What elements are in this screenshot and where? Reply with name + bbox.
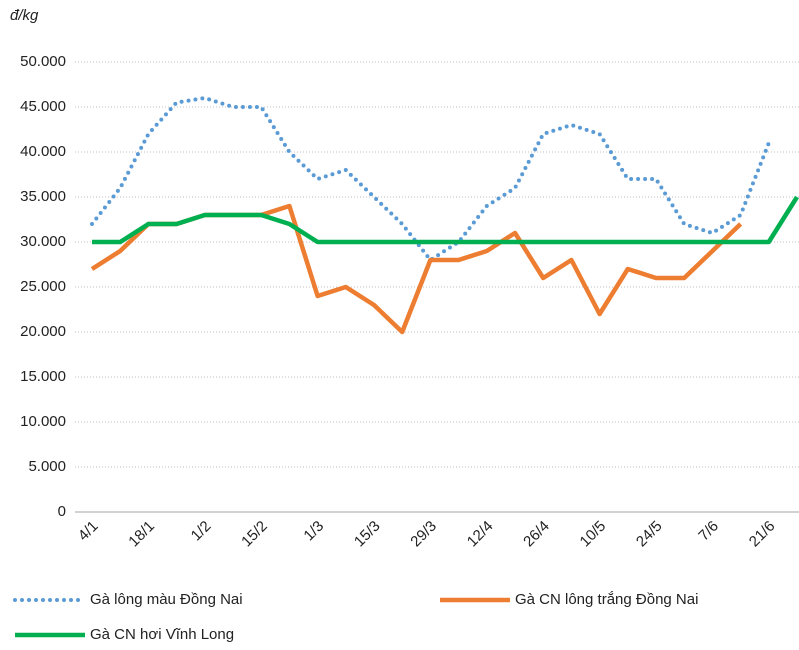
y-tick-label: 10.000 bbox=[20, 413, 66, 430]
x-tick-label: 29/3 bbox=[407, 518, 440, 551]
x-tick-label: 15/3 bbox=[351, 518, 384, 551]
y-tick-label: 25.000 bbox=[20, 278, 66, 295]
series-line bbox=[90, 96, 771, 262]
x-tick-label: 26/4 bbox=[520, 518, 553, 551]
x-tick-label: 18/1 bbox=[125, 518, 158, 551]
legend-label: Gà CN lông trắng Đồng Nai bbox=[515, 591, 698, 608]
y-tick-label: 50.000 bbox=[20, 53, 66, 70]
x-tick-label: 21/6 bbox=[746, 518, 779, 551]
x-tick-label: 12/4 bbox=[464, 518, 497, 551]
y-tick-label: 20.000 bbox=[20, 323, 66, 340]
y-axis-label: đ/kg bbox=[10, 7, 39, 24]
series-line bbox=[92, 195, 799, 245]
x-tick-label: 10/5 bbox=[577, 518, 610, 551]
legend-label: Gà lông màu Đồng Nai bbox=[90, 591, 243, 608]
x-tick-label: 7/6 bbox=[695, 518, 722, 545]
x-tick-label: 4/1 bbox=[75, 518, 102, 545]
y-tick-label: 45.000 bbox=[20, 98, 66, 115]
y-tick-label: 35.000 bbox=[20, 188, 66, 205]
y-tick-label: 30.000 bbox=[20, 233, 66, 250]
x-tick-label: 1/2 bbox=[188, 518, 215, 545]
legend-label: Gà CN hơi Vĩnh Long bbox=[90, 626, 234, 643]
x-tick-label: 15/2 bbox=[238, 518, 271, 551]
y-tick-label: 5.000 bbox=[28, 458, 66, 475]
x-tick-label: 1/3 bbox=[300, 518, 327, 545]
series-line bbox=[90, 203, 743, 335]
y-tick-label: 0 bbox=[58, 503, 66, 520]
x-tick-label: 24/5 bbox=[633, 518, 666, 551]
y-tick-label: 40.000 bbox=[20, 143, 66, 160]
y-tick-label: 15.000 bbox=[20, 368, 66, 385]
